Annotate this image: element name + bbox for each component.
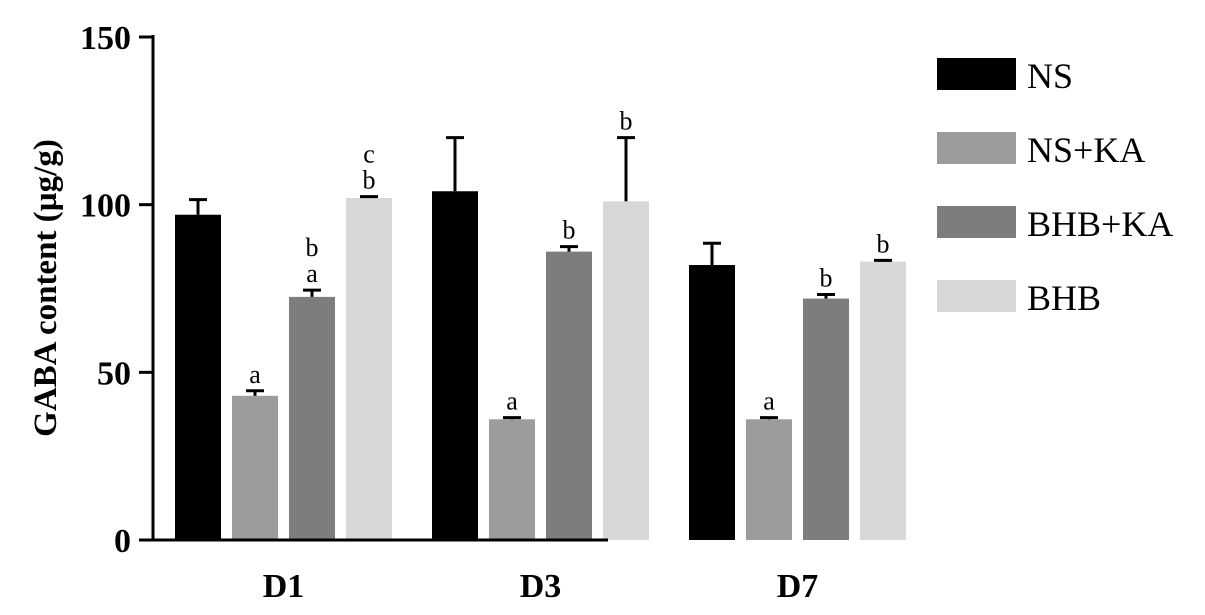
bar-ns-ka-d1	[232, 395, 278, 540]
significance-label: c	[363, 140, 375, 169]
significance-label: a	[506, 387, 518, 416]
legend-swatch-ns	[937, 58, 1016, 90]
legend-label-bhb: BHB	[1027, 278, 1101, 318]
bar-ns-d1	[175, 214, 221, 540]
y-axis-label: GABA content (µg/g)	[28, 139, 64, 437]
bar-bhb-d1	[346, 197, 392, 540]
bar-bhb-ka-d7	[803, 298, 849, 540]
bar-ns-d7	[689, 265, 735, 540]
significance-label: a	[763, 387, 775, 416]
x-tick-label-d3: D3	[520, 568, 562, 605]
x-tick-label-d7: D7	[777, 568, 819, 605]
significance-label: b	[563, 216, 576, 245]
bar-bhb-ka-d3	[546, 251, 592, 540]
legend-label-ns-ka: NS+KA	[1027, 130, 1145, 170]
significance-label: b	[877, 229, 890, 258]
bar-ns-d3	[432, 191, 478, 540]
bar-bhb-ka-d1	[289, 296, 335, 540]
y-tick-label: 0	[114, 523, 131, 560]
axes: 0 50 100 150 D1 D3 D7 GABA content (µg/g)	[28, 20, 818, 605]
significance-label: b	[306, 233, 319, 262]
significance-label: b	[620, 107, 633, 136]
bar-bhb-d7	[860, 261, 906, 540]
legend-swatch-bhb	[937, 280, 1016, 312]
bar-bhb-d3	[603, 201, 649, 540]
y-tick-label: 50	[97, 355, 131, 392]
significance-label: b	[820, 264, 833, 293]
x-tick-label-d1: D1	[263, 568, 305, 605]
bar-ns-ka-d7	[746, 419, 792, 540]
legend-label-ns: NS	[1027, 56, 1073, 96]
legend-label-bhb-ka: BHB+KA	[1027, 204, 1173, 244]
legend-swatch-bhb-ka	[937, 206, 1016, 238]
y-tick-label: 100	[80, 188, 131, 225]
significance-label: a	[306, 259, 318, 288]
legend: NS NS+KA BHB+KA BHB	[937, 56, 1173, 318]
legend-swatch-ns-ka	[937, 132, 1016, 164]
y-tick-label: 150	[80, 20, 131, 57]
significance-label: b	[363, 166, 376, 195]
significance-label: a	[249, 360, 261, 389]
bar-ns-ka-d3	[489, 419, 535, 540]
